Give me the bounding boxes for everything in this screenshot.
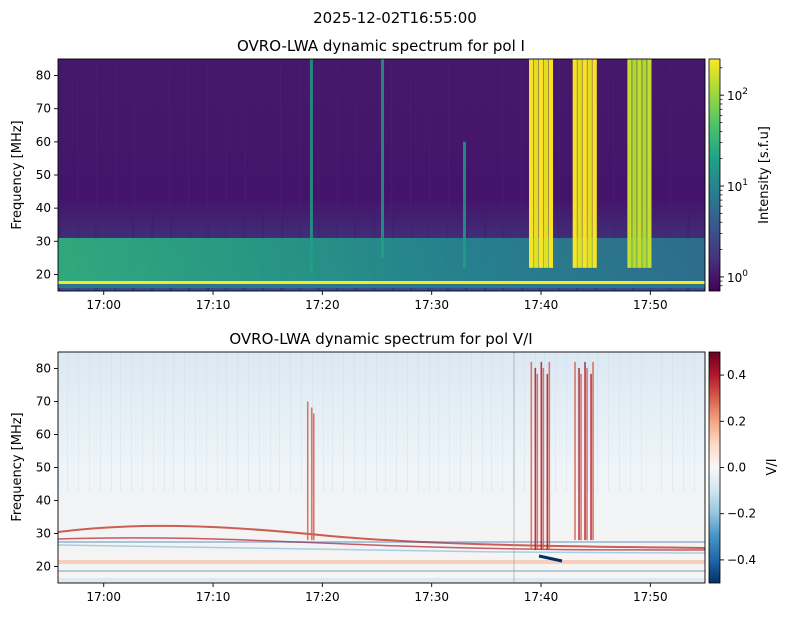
y-tick-label: 30 (36, 527, 51, 541)
x-tick-label: 17:10 (196, 590, 231, 604)
colorbar-v-over-i: −0.4 −0.2 0.0 0.2 0.4 V/I (708, 351, 780, 584)
x-tick-label: 17:30 (414, 298, 449, 312)
burst-mark (309, 59, 313, 275)
burst-mark (529, 59, 554, 268)
y-tick-label: 70 (36, 395, 51, 409)
burst-mark (574, 361, 594, 541)
colorbar-tick-label: 102 (727, 87, 748, 103)
colorbar-tick-label: −0.2 (727, 507, 756, 521)
figure-title: 2025-12-02T16:55:00 (313, 9, 477, 27)
colorbar-label: V/I (765, 458, 780, 475)
panel-title: OVRO-LWA dynamic spectrum for pol V/I (229, 330, 532, 348)
burst-mark (306, 401, 315, 541)
burst-mark (530, 361, 551, 550)
x-tick-label: 17:00 (86, 590, 121, 604)
y-tick-label: 60 (36, 428, 51, 442)
colorbar-intensity: 100 101 102 Intensity [s.f.u] (708, 58, 772, 292)
colorbar-tick-label: 0.0 (727, 461, 746, 475)
colorbar-tick-label: −0.4 (727, 553, 756, 567)
x-tick-label: 17:10 (196, 298, 231, 312)
burst-mark (381, 59, 385, 258)
y-tick-label: 20 (36, 560, 51, 574)
panel-stokes-v-over-i: OVRO-LWA dynamic spectrum for pol V/I 17… (10, 330, 780, 604)
y-tick-label: 30 (36, 234, 51, 248)
y-axis-label: Frequency [MHz] (10, 120, 25, 229)
spectrogram-image (58, 59, 705, 291)
panel-title: OVRO-LWA dynamic spectrum for pol I (237, 37, 525, 55)
x-tick-label: 17:40 (524, 298, 559, 312)
x-tick-label: 17:50 (633, 298, 668, 312)
x-tick-label: 17:40 (524, 590, 559, 604)
x-tick-label: 17:20 (305, 590, 340, 604)
colorbar-tick-label: 0.4 (727, 368, 746, 382)
x-tick-label: 17:20 (305, 298, 340, 312)
colorbar-label: Intensity [s.f.u] (757, 126, 772, 224)
y-tick-label: 60 (36, 135, 51, 149)
y-tick-label: 40 (36, 494, 51, 508)
y-tick-label: 70 (36, 102, 51, 116)
x-tick-label: 17:00 (86, 298, 121, 312)
y-tick-label: 50 (36, 461, 51, 475)
y-tick-label: 80 (36, 362, 51, 376)
y-axis-label: Frequency [MHz] (10, 412, 25, 521)
y-tick-label: 50 (36, 168, 51, 182)
colorbar-tick-label: 100 (727, 269, 748, 285)
panel-stokes-i: OVRO-LWA dynamic spectrum for pol I 17:0… (10, 37, 772, 312)
spectrogram-image (58, 352, 705, 583)
colorbar-tick-label: 0.2 (727, 414, 746, 428)
y-tick-label: 80 (36, 69, 51, 83)
burst-mark (627, 59, 652, 268)
y-tick-label: 20 (36, 267, 51, 281)
burst-mark (572, 59, 597, 268)
x-tick-label: 17:30 (414, 590, 449, 604)
burst-mark (462, 141, 466, 268)
x-tick-label: 17:50 (633, 590, 668, 604)
y-tick-label: 40 (36, 201, 51, 215)
colorbar-tick-label: 101 (727, 178, 748, 194)
